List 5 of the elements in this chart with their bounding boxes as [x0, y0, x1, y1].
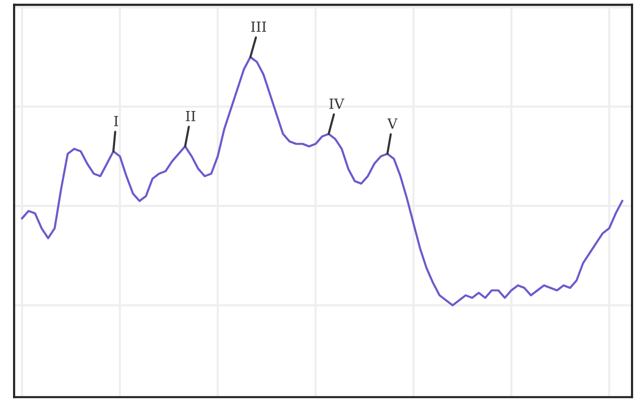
annotation: V: [387, 118, 398, 129]
annotation: IV: [329, 98, 344, 109]
annotation: I: [114, 116, 118, 126]
annotation: III: [251, 22, 266, 32]
annotation: II: [186, 111, 196, 122]
